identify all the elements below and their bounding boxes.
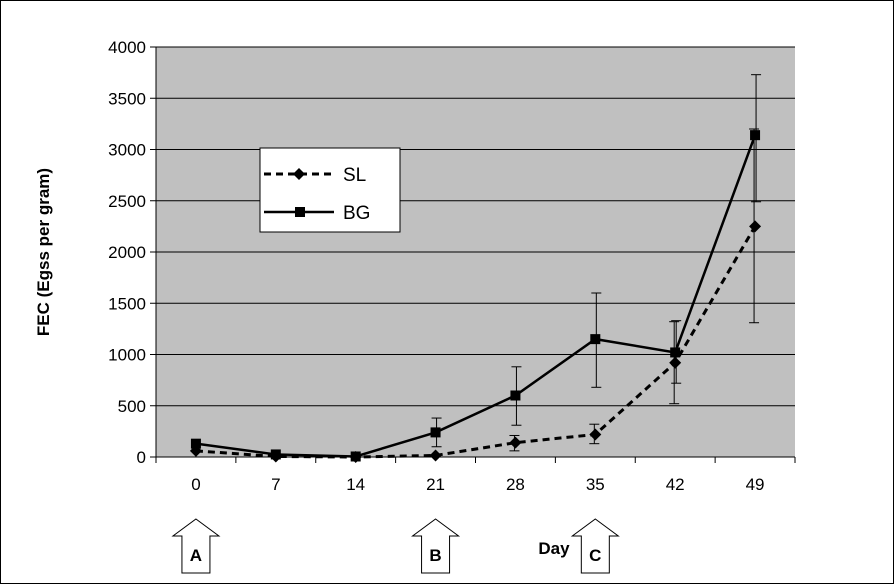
annotation-label: C (589, 546, 601, 565)
y-tick-label: 3500 (108, 89, 146, 108)
data-point (270, 449, 281, 460)
y-tick-label: 2500 (108, 192, 146, 211)
y-tick-label: 4000 (108, 38, 146, 57)
series-group (189, 74, 762, 463)
up-arrow-icon (570, 518, 620, 574)
data-point (190, 438, 201, 449)
data-point (589, 428, 602, 441)
data-point (750, 130, 761, 141)
annotation-label: B (429, 546, 441, 565)
y-tick-label: 1500 (108, 294, 146, 313)
data-point (749, 220, 762, 233)
x-tick-label: 42 (666, 475, 685, 494)
legend-box (259, 147, 401, 233)
data-point (590, 334, 601, 345)
x-tick-label: 14 (346, 475, 365, 494)
x-ticks: 0 7 14 21 28 35 42 49 (155, 457, 796, 494)
up-arrow-icon (171, 518, 221, 574)
gridlines (156, 46, 795, 407)
data-point (509, 436, 522, 449)
legend: SL BG (259, 147, 401, 233)
annotation-arrow-b: B (411, 518, 461, 574)
data-point (429, 449, 442, 462)
series-line-bg (195, 134, 757, 458)
series-bg (190, 74, 762, 462)
data-point (430, 427, 441, 438)
data-point (350, 451, 361, 462)
up-arrow-icon (411, 518, 461, 574)
y-axis-title: FEC (Egss per gram) (34, 168, 53, 336)
data-point (510, 390, 521, 401)
annotation-label: A (190, 546, 202, 565)
y-tick-label: 3000 (108, 141, 146, 160)
y-tick-label: 0 (137, 448, 146, 467)
x-tick-label: 49 (746, 475, 765, 494)
data-point (670, 347, 681, 358)
annotation-arrow-c: C (570, 518, 620, 574)
legend-marker-bg (295, 207, 305, 217)
legend-label-sl: SL (343, 165, 366, 186)
x-tick-label: 7 (271, 475, 280, 494)
y-tick-label: 2000 (108, 243, 146, 262)
x-tick-label: 21 (426, 475, 445, 494)
x-tick-label: 28 (506, 475, 525, 494)
x-axis-title: Day (538, 539, 570, 558)
y-tick-label: 1000 (108, 346, 146, 365)
x-tick-label: 35 (586, 475, 605, 494)
y-tick-label: 500 (118, 397, 146, 416)
y-ticks: 0 500 1000 1500 2000 2500 3000 3500 4000 (108, 38, 156, 467)
data-point (669, 356, 682, 369)
legend-marker-sl (293, 168, 305, 180)
annotation-arrows: A B C (171, 518, 620, 574)
series-line-sl (195, 225, 757, 459)
x-tick-label: 0 (191, 475, 200, 494)
annotation-arrow-a: A (171, 518, 221, 574)
legend-label-bg: BG (343, 203, 370, 224)
